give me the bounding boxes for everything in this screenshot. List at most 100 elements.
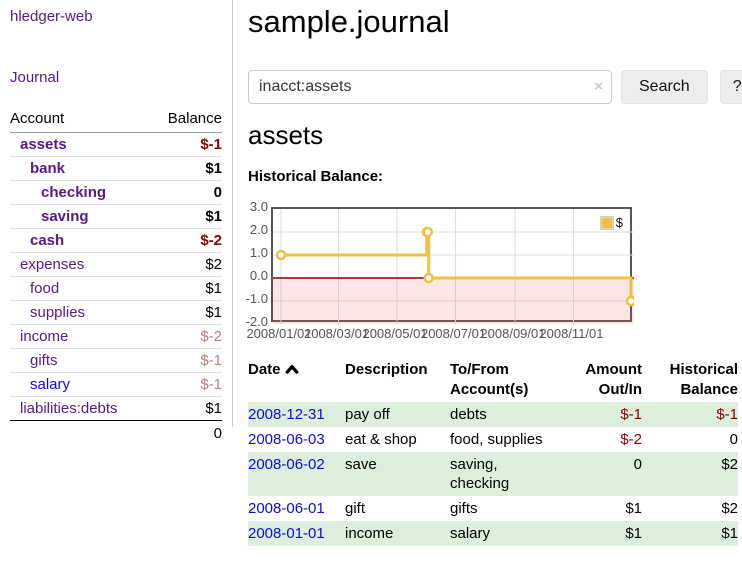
register-row: 2008-06-03 eat & shop food, supplies $-2… [248,427,738,452]
x-tick-label: 2008/09/01 [480,326,546,341]
transaction-amount: $1 [625,500,642,517]
account-balance: $1 [150,156,222,181]
account-link-assets[interactable]: assets [20,136,67,153]
search-form: × Search ? [248,70,742,104]
legend-swatch-icon [599,215,614,230]
account-balance: $-1 [150,372,222,397]
date-header-label: Date [248,361,281,378]
sidebar: hledger-web Journal Account Balance asse… [0,0,233,446]
accounts-header-row: Account Balance [10,106,222,133]
transaction-balance: $-1 [716,406,738,423]
transaction-date-link[interactable]: 2008-06-02 [248,456,325,473]
account-row-supplies: supplies $1 [10,300,222,325]
x-tick-label: 2008/07/01 [420,326,487,341]
x-tick-label: 2008/11/01 [539,326,604,341]
y-tick-label: 2.0 [249,222,268,237]
register-row: 2008-06-02 save saving, checking 0 $2 [248,452,738,496]
page-title: sample.journal [248,4,450,39]
accounts-total-row: 0 [10,420,222,446]
y-tick-label: -2.0 [245,314,268,329]
register-col-balance: Historical Balance [669,361,738,398]
register-col-account: To/From Account(s) [450,361,529,398]
register-header-row: Date Description To/From Account(s) Amou… [248,358,738,402]
accounts-col-account: Account [10,106,151,133]
account-balance: $-2 [150,324,222,349]
transaction-balance: $2 [721,500,738,517]
account-row-gifts: gifts $-1 [10,348,222,373]
sort-ascending-icon [285,365,298,374]
transaction-accounts: debts [450,406,487,423]
transaction-date-link[interactable]: 2008-12-31 [248,406,325,423]
account-balance: $1 [150,300,222,325]
account-balance: $1 [150,204,222,229]
search-input-wrap: × [248,70,612,104]
transaction-balance: $2 [721,456,738,473]
accounts-table: Account Balance assets $-1 bank $1 check… [10,106,222,446]
transaction-accounts: salary [450,525,491,542]
search-button[interactable]: Search [621,70,708,104]
account-link-saving[interactable]: saving [41,208,89,225]
x-tick-label: 2008/05/01 [362,326,428,341]
transaction-date-link[interactable]: 2008-06-01 [248,500,325,517]
sidebar-item-journal[interactable]: Journal [10,69,60,86]
account-link-bank[interactable]: bank [30,160,66,177]
account-link-salary[interactable]: salary [30,376,71,393]
account-row-assets: assets $-1 [10,133,222,157]
x-tick-label: 2008/03/01 [303,326,370,341]
register-row: 2008-06-01 gift gifts $1 $2 [248,496,738,521]
account-link-supplies[interactable]: supplies [30,304,86,321]
register-table: Date Description To/From Account(s) Amou… [248,358,738,546]
account-row-salary: salary $-1 [10,372,222,397]
account-link-income[interactable]: income [20,328,69,345]
account-heading: assets [248,120,324,150]
account-balance: $1 [150,276,222,301]
transaction-description: gift [345,500,366,517]
transaction-description: save [345,456,377,473]
clear-search-icon[interactable]: × [594,78,603,95]
account-link-cash[interactable]: cash [30,232,65,249]
legend-label: $ [615,215,623,230]
chart-legend: $ [598,214,625,231]
y-tick-label: -1.0 [245,291,268,306]
account-link-gifts[interactable]: gifts [30,352,58,369]
account-link-liabilities-debts[interactable]: liabilities:debts [20,400,118,417]
account-link-expenses[interactable]: expenses [20,256,85,273]
app-title-link[interactable]: hledger-web [10,8,93,25]
transaction-amount: $1 [625,525,642,542]
transaction-amount: 0 [633,456,642,473]
accounts-total: 0 [150,420,222,446]
y-tick-label: 1.0 [249,245,268,260]
account-link-checking[interactable]: checking [41,184,107,201]
account-row-income: income $-2 [10,324,222,349]
account-balance: $-1 [200,136,222,153]
account-row-food: food $1 [10,276,222,301]
account-row-liabilities-debts: liabilities:debts $1 [10,396,222,421]
transaction-date-link[interactable]: 2008-01-01 [248,525,325,542]
transaction-amount: $-1 [620,406,642,423]
transaction-date-link[interactable]: 2008-06-03 [248,431,325,448]
y-tick-label: 0.0 [249,268,268,283]
register-row: 2008-12-31 pay off debts $-1 $-1 [248,402,738,427]
transaction-accounts: food, supplies [450,431,543,448]
transaction-balance: 0 [729,431,738,448]
transaction-accounts: gifts [450,500,478,517]
transaction-description: income [345,525,394,542]
y-tick-label: 3.0 [249,199,268,214]
account-row-saving: saving $1 [10,204,222,229]
chart-plot-area: $ [271,207,634,324]
account-balance: $2 [150,252,222,277]
transaction-description: eat & shop [345,431,417,448]
account-balance: 0 [150,180,222,205]
account-balance: $-1 [150,348,222,373]
accounts-col-balance: Balance [150,106,222,133]
account-link-food[interactable]: food [30,280,60,297]
register-col-description: Description [345,361,428,378]
account-row-bank: bank $1 [10,156,222,181]
account-row-checking: checking 0 [10,180,222,205]
account-balance: $1 [150,396,222,421]
search-input[interactable] [248,70,612,104]
register-col-amount: Amount Out/In [585,361,642,398]
register-row: 2008-01-01 income salary $1 $1 [248,521,738,546]
help-button[interactable]: ? [719,70,742,104]
